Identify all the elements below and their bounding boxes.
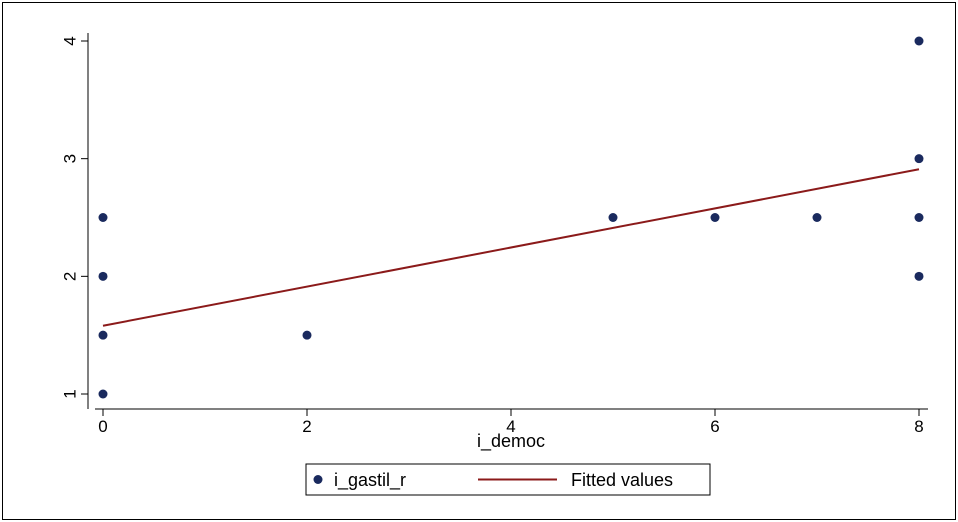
x-tick-label: 8 xyxy=(914,417,923,436)
y-tick-label: 3 xyxy=(60,154,79,163)
scatter-point xyxy=(98,271,108,281)
x-tick-label: 4 xyxy=(506,417,515,436)
scatter-point xyxy=(710,213,720,222)
scatter-points-layer xyxy=(98,36,924,399)
scatter-point xyxy=(98,213,108,222)
scatter-point xyxy=(98,389,108,399)
legend: i_gastil_r Fitted values xyxy=(305,463,711,496)
x-tick-label: 6 xyxy=(710,417,719,436)
y-tick-label: 1 xyxy=(60,389,79,398)
scatter-point xyxy=(914,154,924,164)
x-tick-label: 2 xyxy=(302,417,311,436)
scatter-point xyxy=(812,213,822,222)
legend-label-scatter: i_gastil_r xyxy=(334,470,406,491)
x-tick-label: 0 xyxy=(98,417,107,436)
scatter-point xyxy=(914,271,924,281)
legend-marker-scatter xyxy=(313,475,323,484)
y-tick-label: 2 xyxy=(60,272,79,281)
legend-label-fitted: Fitted values xyxy=(571,470,673,490)
scatter-point xyxy=(302,330,312,340)
fitted-line xyxy=(102,168,920,327)
y-tick-label: 4 xyxy=(60,36,79,45)
scatter-point xyxy=(98,330,108,340)
fitted-line-layer xyxy=(102,168,920,327)
scatter-point xyxy=(914,213,924,222)
x-axis-title: i_democ xyxy=(477,431,545,452)
scatter-point xyxy=(608,213,618,222)
axes: 1 2 3 4 0 2 4 6 8 xyxy=(60,33,928,436)
scatter-point xyxy=(914,36,924,46)
